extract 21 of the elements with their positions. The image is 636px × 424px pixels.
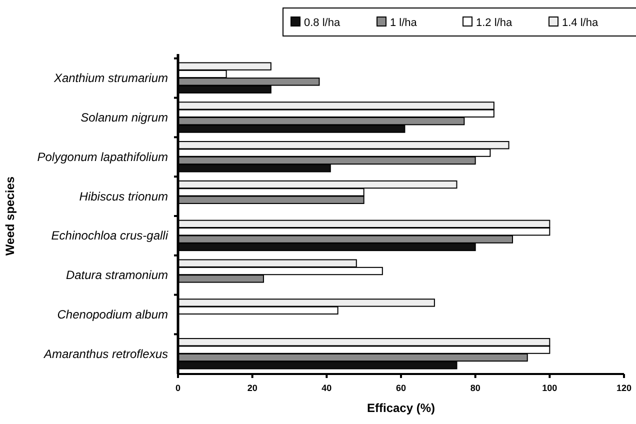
legend-label: 1 l/ha [390, 17, 418, 29]
y-tick-label: Hibiscus trionum [79, 189, 168, 204]
legend-label: 1.2 l/ha [476, 17, 513, 29]
y-tick-label: Xanthium strumarium [52, 71, 168, 86]
y-tick-label: Chenopodium album [57, 308, 168, 322]
legend-label: 1.4 l/ha [562, 17, 599, 29]
x-tick-label: 40 [322, 383, 332, 393]
x-tick-label: 120 [616, 383, 632, 393]
x-tick-label: 80 [470, 383, 480, 393]
x-axis-title: Efficacy (%) [366, 401, 436, 415]
x-tick-label: 60 [396, 383, 406, 393]
legend-label: 0.8 l/ha [304, 17, 341, 29]
y-tick-label: Datura stramonium [66, 268, 168, 282]
y-tick-label: Echinochloa crus-galli [51, 228, 168, 243]
y-tick-label: Solanum nigrum [80, 110, 168, 124]
y-tick-label: Polygonum lapathifolium [37, 150, 168, 164]
x-tick-label: 0 [175, 383, 181, 393]
x-tick-label: 100 [542, 383, 558, 393]
x-tick-label: 20 [247, 383, 258, 393]
y-tick-label: Amaranthus retroflexus [42, 346, 168, 361]
y-axis-title: Weed species [3, 176, 17, 256]
